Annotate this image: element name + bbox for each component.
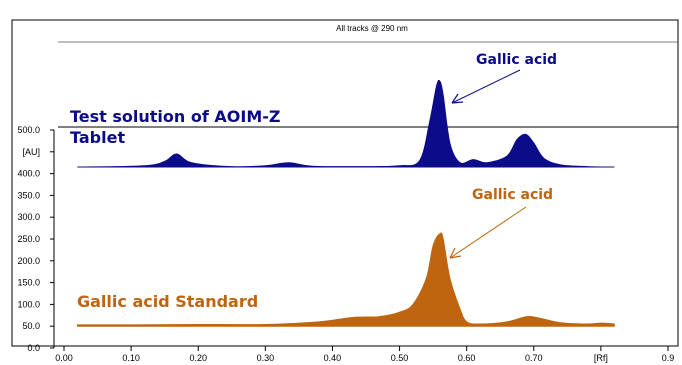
x-tick-label: [Rf] xyxy=(594,353,608,363)
y-tick-label: 250.0 xyxy=(17,234,40,244)
y-tick-label: 50.0 xyxy=(22,321,40,331)
x-tick-label: 0.10 xyxy=(122,353,140,363)
annotation-test: Gallic acid xyxy=(451,52,557,104)
x-tick-label: 0.00 xyxy=(55,353,73,363)
x-tick-label: 0.50 xyxy=(391,353,409,363)
annotation-test-arrow xyxy=(451,69,521,104)
chart-title: All tracks @ 290 nm xyxy=(336,24,408,33)
x-tick-label: 0.40 xyxy=(324,353,342,363)
x-tick-label: 0.60 xyxy=(458,353,476,363)
y-tick-label: 100.0 xyxy=(17,299,40,309)
y-tick-label: 350.0 xyxy=(17,190,40,200)
y-tick-label: 0.0 xyxy=(27,343,40,353)
y-tick-label: 200.0 xyxy=(17,256,40,266)
y-tick-label: 300.0 xyxy=(17,212,40,222)
annotation-test-label: Gallic acid xyxy=(476,52,557,68)
annotation-standard: Gallic acid xyxy=(449,187,553,259)
plot-frame xyxy=(11,19,679,347)
annotation-standard-arrowhead xyxy=(449,247,462,259)
x-tick-label: 0.30 xyxy=(257,353,275,363)
test-series-label-line2: Tablet xyxy=(70,128,125,147)
y-tick-label: 500.0 xyxy=(17,125,40,135)
x-tick-label: 0.9 xyxy=(662,353,675,363)
standard-trace xyxy=(76,232,615,327)
standard-series-label: Gallic acid Standard xyxy=(77,292,258,311)
annotation-standard-arrow xyxy=(449,206,527,259)
test-series-label-line1: Test solution of AOIM-Z xyxy=(70,107,280,126)
annotation-test-arrowhead xyxy=(451,93,464,104)
x-axis: 0.00 0.10 0.20 0.30 0.40 0.50 0.60 0.70 [Rf] 0.9 xyxy=(55,346,674,363)
y-tick-label: [AU] xyxy=(22,147,40,157)
y-axis: 0.0 50.0 100.0 150.0 200.0 250.0 300.0 350.0 400… xyxy=(17,125,55,353)
x-tick-label: 0.70 xyxy=(525,353,543,363)
y-tick-label: 400.0 xyxy=(17,169,40,179)
y-tick-label: 150.0 xyxy=(17,278,40,288)
annotation-standard-label: Gallic acid xyxy=(472,187,553,203)
x-tick-label: 0.20 xyxy=(189,353,207,363)
test-solution-trace xyxy=(77,79,615,168)
